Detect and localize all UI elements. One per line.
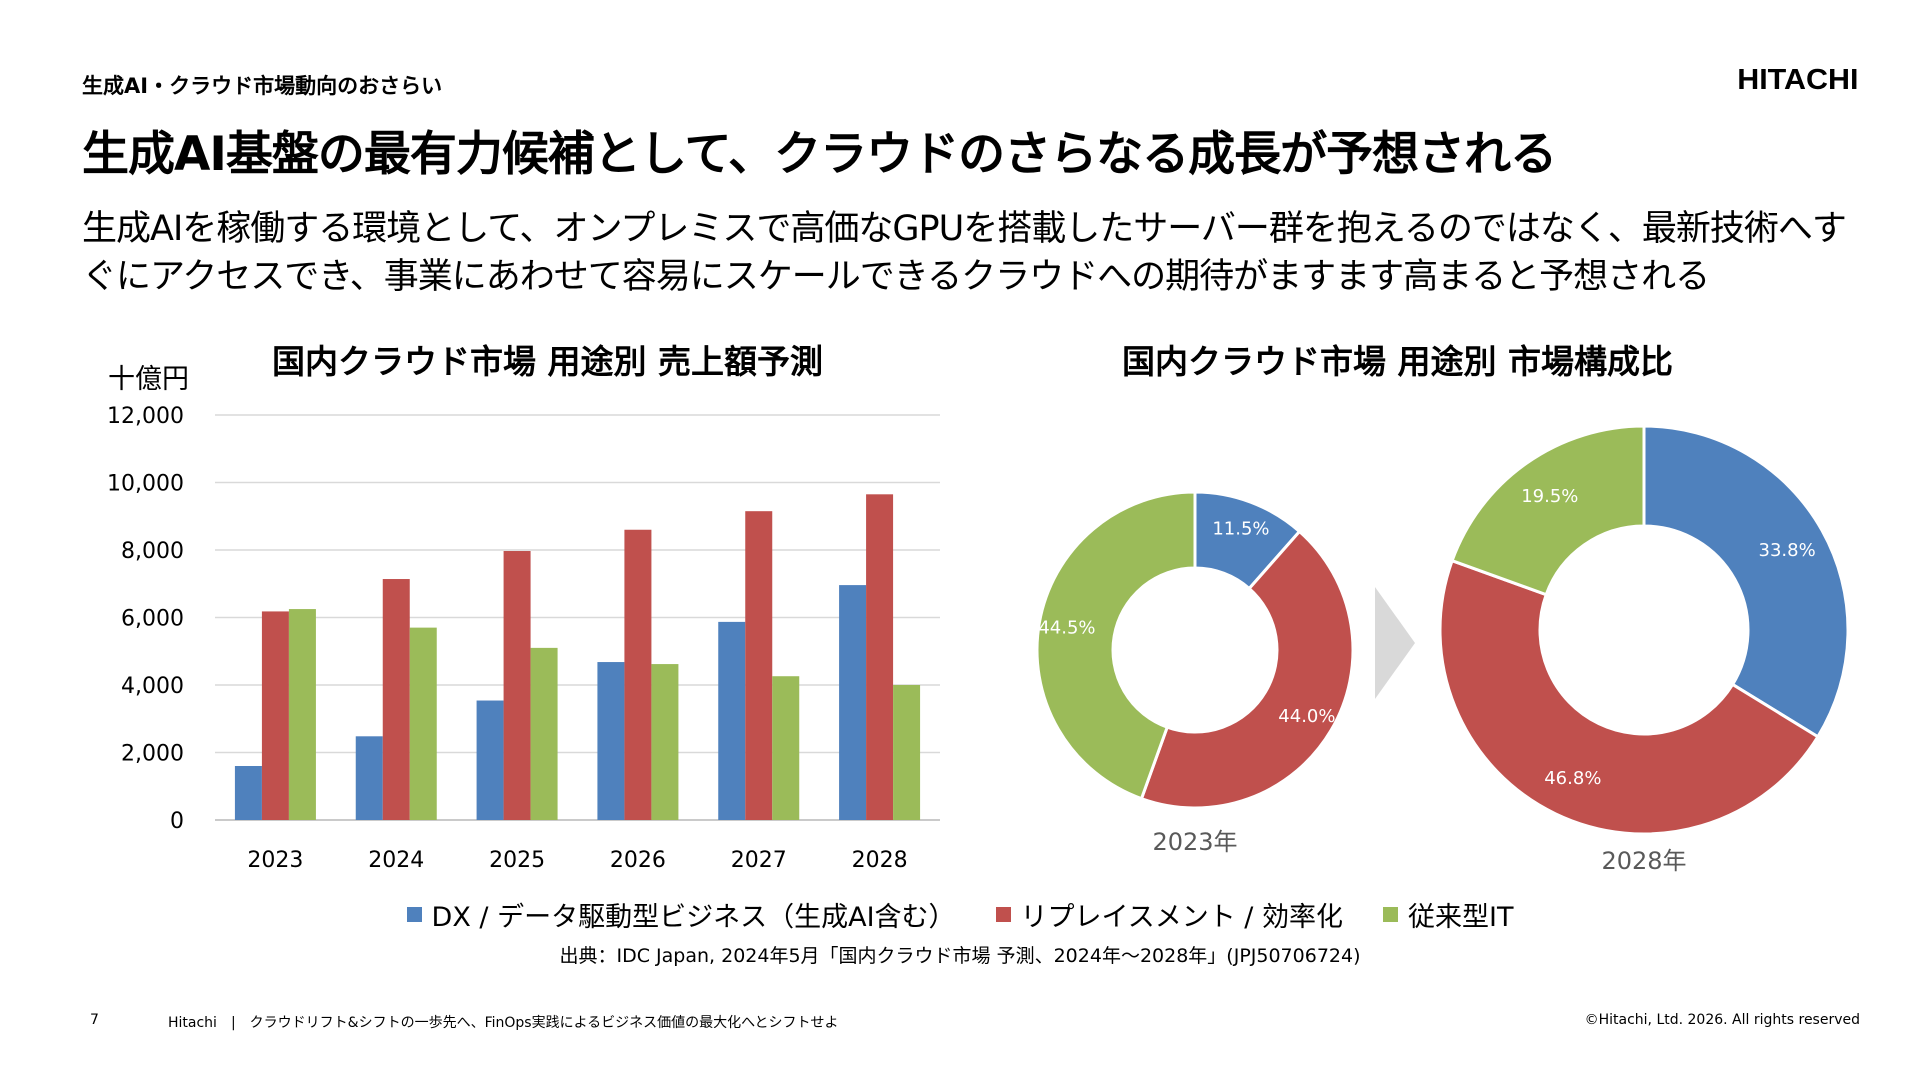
- copyright: ©Hitachi, Ltd. 2026. All rights reserved: [1584, 1012, 1860, 1028]
- donut-chart-title: 国内クラウド市場 用途別 市場構成比: [1122, 342, 1673, 381]
- slice-data-label: 33.8%: [1759, 540, 1816, 561]
- y-axis-label: 十億円: [108, 364, 189, 395]
- slice-replacement: [1438, 558, 1820, 836]
- bar-chart: 十億円 0 2,000 4,000 6,000 8,000 10,000 12,000 20…: [107, 364, 940, 873]
- bar-legacy-it: [772, 676, 800, 820]
- legend-label-replacement: リプレイスメント / 効率化: [1020, 902, 1343, 933]
- bar-replacement: [503, 551, 531, 820]
- slice-data-label: 19.5%: [1521, 486, 1578, 507]
- lead-text: 生成AIを稼働する環境として、オンプレミスで高価なGPUを搭載したサーバー群を抱…: [82, 209, 1847, 297]
- slice-data-label: 44.0%: [1278, 706, 1335, 727]
- bar-replacement: [866, 494, 894, 820]
- source-citation: 出典：IDC Japan, 2024年5月「国内クラウド市場 予測、2024年～…: [559, 945, 1361, 967]
- bar-dx: [718, 621, 746, 820]
- bar-dx: [476, 700, 504, 820]
- bar-legacy-it: [651, 664, 679, 820]
- page-title: 生成AI基盤の最有力候補として、クラウドのさらなる成長が予想される: [82, 127, 1557, 182]
- slice-data-label: 44.5%: [1038, 618, 1095, 639]
- x-tick-label: 2026: [610, 848, 666, 873]
- legend-label-legacy-it: 従来型IT: [1407, 902, 1514, 933]
- bar-replacement: [624, 529, 652, 820]
- transition-arrow: [1375, 587, 1415, 699]
- donut-chart: 11.5% 44.0% 44.5% 2023年 33.8% 46.8% 19.5% 2028…: [1035, 424, 1850, 875]
- y-tick-label: 2,000: [121, 742, 184, 767]
- footer-text: Hitachi | クラウドリフト&シフトの一歩先へ、FinOps実践によるビジ…: [168, 1015, 839, 1031]
- legend-item-legacy-it: 従来型IT: [1382, 895, 1514, 934]
- x-tick-label: 2027: [731, 848, 787, 873]
- legend-swatch-replacement: [995, 907, 1011, 922]
- slice-replacement: [1139, 529, 1355, 810]
- page-number: 7: [90, 1012, 99, 1028]
- bar-legacy-it: [893, 685, 921, 820]
- bar-replacement: [745, 511, 773, 820]
- bar-dx: [234, 766, 262, 820]
- hitachi-logo: HITACHI: [1736, 64, 1858, 96]
- y-tick-label: 10,000: [107, 472, 184, 497]
- slice-data-label: 46.8%: [1544, 768, 1601, 789]
- x-tick-label: 2028: [852, 848, 908, 873]
- bar-dx: [597, 662, 625, 820]
- x-tick-label: 2024: [368, 848, 424, 873]
- donut-year-label: 2028年: [1601, 847, 1686, 875]
- y-tick-label: 0: [170, 809, 184, 834]
- slice-legacy-it: [1450, 424, 1646, 597]
- y-tick-label: 4,000: [121, 674, 184, 699]
- legend-swatch-legacy-it: [1382, 907, 1398, 922]
- bar-legacy-it: [409, 627, 437, 820]
- legend-swatch-dx: [406, 907, 422, 922]
- x-tick-label: 2023: [247, 848, 303, 873]
- section-label: 生成AI・クラウド市場動向のおさらい: [82, 74, 443, 98]
- y-tick-label: 6,000: [121, 607, 184, 632]
- chart-legend: DX / データ駆動型ビジネス（生成AI含む） リプレイスメント / 効率化 従…: [0, 895, 1920, 934]
- y-tick-label: 8,000: [121, 539, 184, 564]
- bar-dx: [839, 585, 867, 820]
- legend-label-dx: DX / データ駆動型ビジネス（生成AI含む）: [431, 902, 956, 933]
- bar-replacement: [382, 579, 410, 820]
- bar-replacement: [261, 611, 289, 820]
- legend-item-dx: DX / データ駆動型ビジネス（生成AI含む）: [406, 895, 956, 934]
- donut-year-label: 2023年: [1152, 828, 1237, 856]
- bar-legacy-it: [288, 609, 316, 820]
- y-tick-label: 12,000: [107, 404, 184, 429]
- x-tick-label: 2025: [489, 848, 545, 873]
- legend-item-replacement: リプレイスメント / 効率化: [995, 895, 1343, 934]
- bar-chart-title: 国内クラウド市場 用途別 売上額予測: [272, 342, 823, 381]
- slice-data-label: 11.5%: [1212, 518, 1269, 539]
- slice-dx: [1642, 424, 1850, 739]
- slice-legacy-it: [1035, 490, 1197, 801]
- bar-legacy-it: [530, 647, 558, 820]
- bar-dx: [355, 736, 383, 820]
